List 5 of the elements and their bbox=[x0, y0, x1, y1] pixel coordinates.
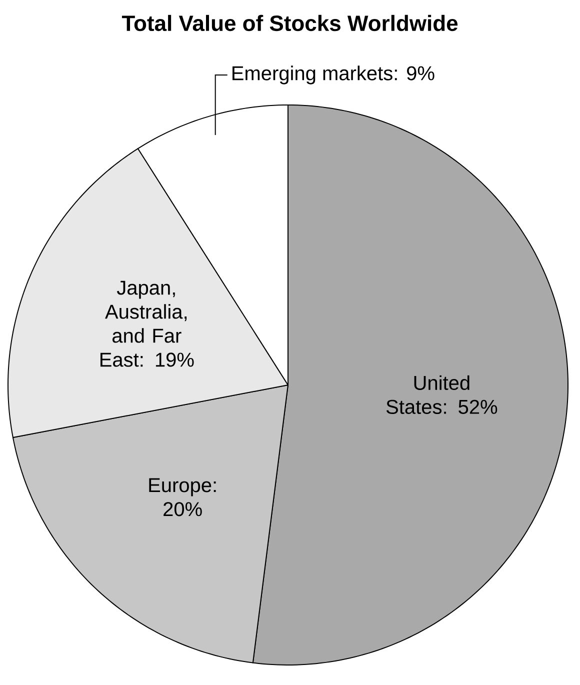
chart-title: Total Value of Stocks Worldwide bbox=[122, 14, 458, 32]
slice-label: Emerging markets: 9% bbox=[232, 66, 434, 84]
slice-label: Europe: 20% bbox=[149, 478, 216, 516]
slice-label: Japan, Australia, and Far East: 19% bbox=[100, 280, 194, 367]
slice-label: United States: 52% bbox=[386, 375, 498, 414]
